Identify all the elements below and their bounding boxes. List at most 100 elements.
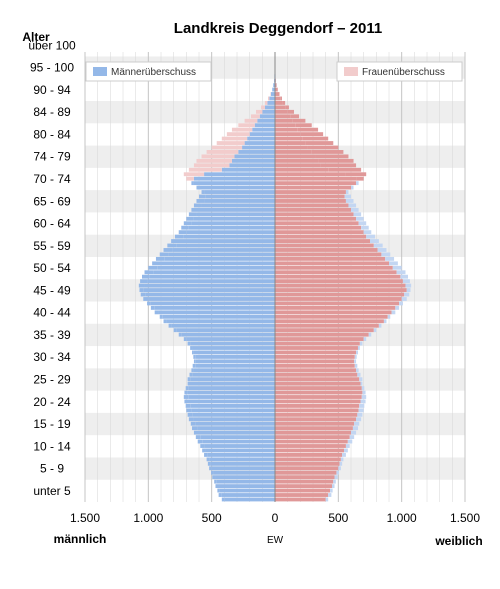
bar-female-extra-age-86 [290,114,300,119]
x-tick-label: 1.000 [387,511,417,525]
age-group-label: 65 - 69 [33,194,71,208]
bar-male-extra-age-3 [215,484,218,489]
bar-male-extra-age-20 [186,408,192,413]
age-axis-header: Alter [22,30,50,44]
bar-male-surplus-age-59 [366,234,376,239]
bar-male-age-5 [215,475,275,480]
bar-male-surplus-age-15 [351,430,357,435]
bar-female-age-20 [275,408,359,413]
bar-male-age-24 [187,390,275,395]
bar-female-surplus-age-79 [211,145,243,150]
chart-title: Landkreis Deggendorf – 2011 [174,20,382,37]
bar-male-surplus-age-26 [360,381,363,386]
bar-male-extra-age-49 [140,279,148,284]
bar-male-extra-age-21 [185,403,191,408]
age-group-label: 45 - 49 [33,283,71,297]
bar-female-surplus-age-85 [244,118,258,123]
bar-male-extra-age-38 [173,328,177,333]
bar-female-age-3 [275,484,332,489]
bar-male-extra-age-17 [190,421,196,426]
bar-female-age-80 [275,141,306,145]
bar-male-surplus-age-11 [344,448,348,453]
bar-female-surplus-age-84 [238,123,255,128]
bar-female-age-67 [275,199,346,203]
bar-male-extra-age-33 [192,350,194,355]
bar-male-extra-age-22 [184,399,190,404]
bar-male-age-85 [257,118,275,123]
bar-female-age-12 [275,444,346,448]
age-group-label: unter 5 [33,484,71,498]
bar-male-extra-age-39 [168,323,172,328]
bar-male-age-12 [204,444,275,448]
bar-male-extra-age-52 [148,265,158,270]
x-tick-label: 500 [202,511,222,525]
bar-male-age-88 [264,105,275,110]
bar-female-surplus-age-73 [183,172,205,177]
bar-female-age-36 [275,337,364,342]
bar-male-extra-age-46 [140,292,146,297]
bar-male-age-11 [205,448,275,453]
bar-male-age-82 [249,132,275,137]
bar-male-surplus-age-21 [359,403,365,408]
bar-female-age-42 [275,310,392,315]
bar-male-age-74 [221,167,275,172]
bar-female-age-13 [275,439,348,444]
bar-male-extra-age-47 [139,288,144,292]
bar-male-extra-age-25 [185,386,189,391]
bar-male-age-71 [193,181,275,186]
bar-male-age-1 [221,493,275,497]
bar-male-surplus-age-23 [361,395,367,399]
bar-female-surplus-age-91 [270,92,271,96]
bar-female-age-81 [275,136,303,141]
bar-female-age-19 [275,412,358,417]
bar-female-age-54 [275,256,386,261]
bar-female-age-87 [275,109,288,114]
bar-male-age-75 [229,163,275,168]
bar-male-surplus-age-36 [363,337,367,342]
x-tick-label: 1.500 [450,511,480,525]
bar-female-age-55 [275,252,382,257]
bar-male-extra-age-57 [167,243,177,248]
bar-female-extra-age-72 [356,176,364,181]
bar-male-age-14 [200,435,275,440]
legend-male-swatch [93,67,107,76]
bar-male-extra-age-12 [200,444,205,448]
bar-male-extra-age-42 [154,310,159,315]
legend-female-box [336,61,463,82]
bar-male-age-70 [199,185,275,190]
bar-female-age-43 [275,305,396,310]
bar-male-extra-age-37 [178,332,182,337]
bar-female-age-66 [275,203,349,208]
bar-female-age-65 [275,207,351,212]
bar-male-age-72 [193,176,275,181]
bar-female-age-88 [275,105,286,110]
bar-female-age-92 [275,87,278,92]
bar-male-age-9 [209,457,275,462]
bar-female-age-34 [275,346,358,350]
bar-male-surplus-age-28 [357,372,361,377]
bar-male-extra-age-58 [171,239,180,243]
bar-male-age-20 [191,408,275,413]
age-group-label: 35 - 39 [33,328,71,342]
bar-male-age-30 [195,363,275,368]
bar-male-age-79 [242,145,275,150]
bar-male-age-36 [186,337,275,342]
bar-male-age-23 [188,395,275,399]
bar-male-age-68 [205,194,275,199]
age-group-label: 95 - 100 [30,61,74,75]
bar-female-age-38 [275,328,374,333]
bar-male-age-55 [168,252,275,257]
bar-male-extra-age-8 [207,461,211,466]
legend-male-box [85,61,212,82]
bar-male-extra-age-15 [193,430,199,435]
bar-male-extra-age-13 [197,439,203,444]
age-group-label: über 100 [28,38,76,52]
bar-male-extra-age-66 [193,203,202,208]
bar-female-age-7 [275,466,339,471]
bar-male-surplus-age-57 [373,243,383,248]
bar-male-surplus-age-30 [354,363,358,368]
bar-male-surplus-age-34 [357,346,360,350]
bar-female-age-27 [275,377,360,382]
bar-female-surplus-age-81 [221,136,248,141]
bar-female-extra-age-87 [287,109,294,114]
